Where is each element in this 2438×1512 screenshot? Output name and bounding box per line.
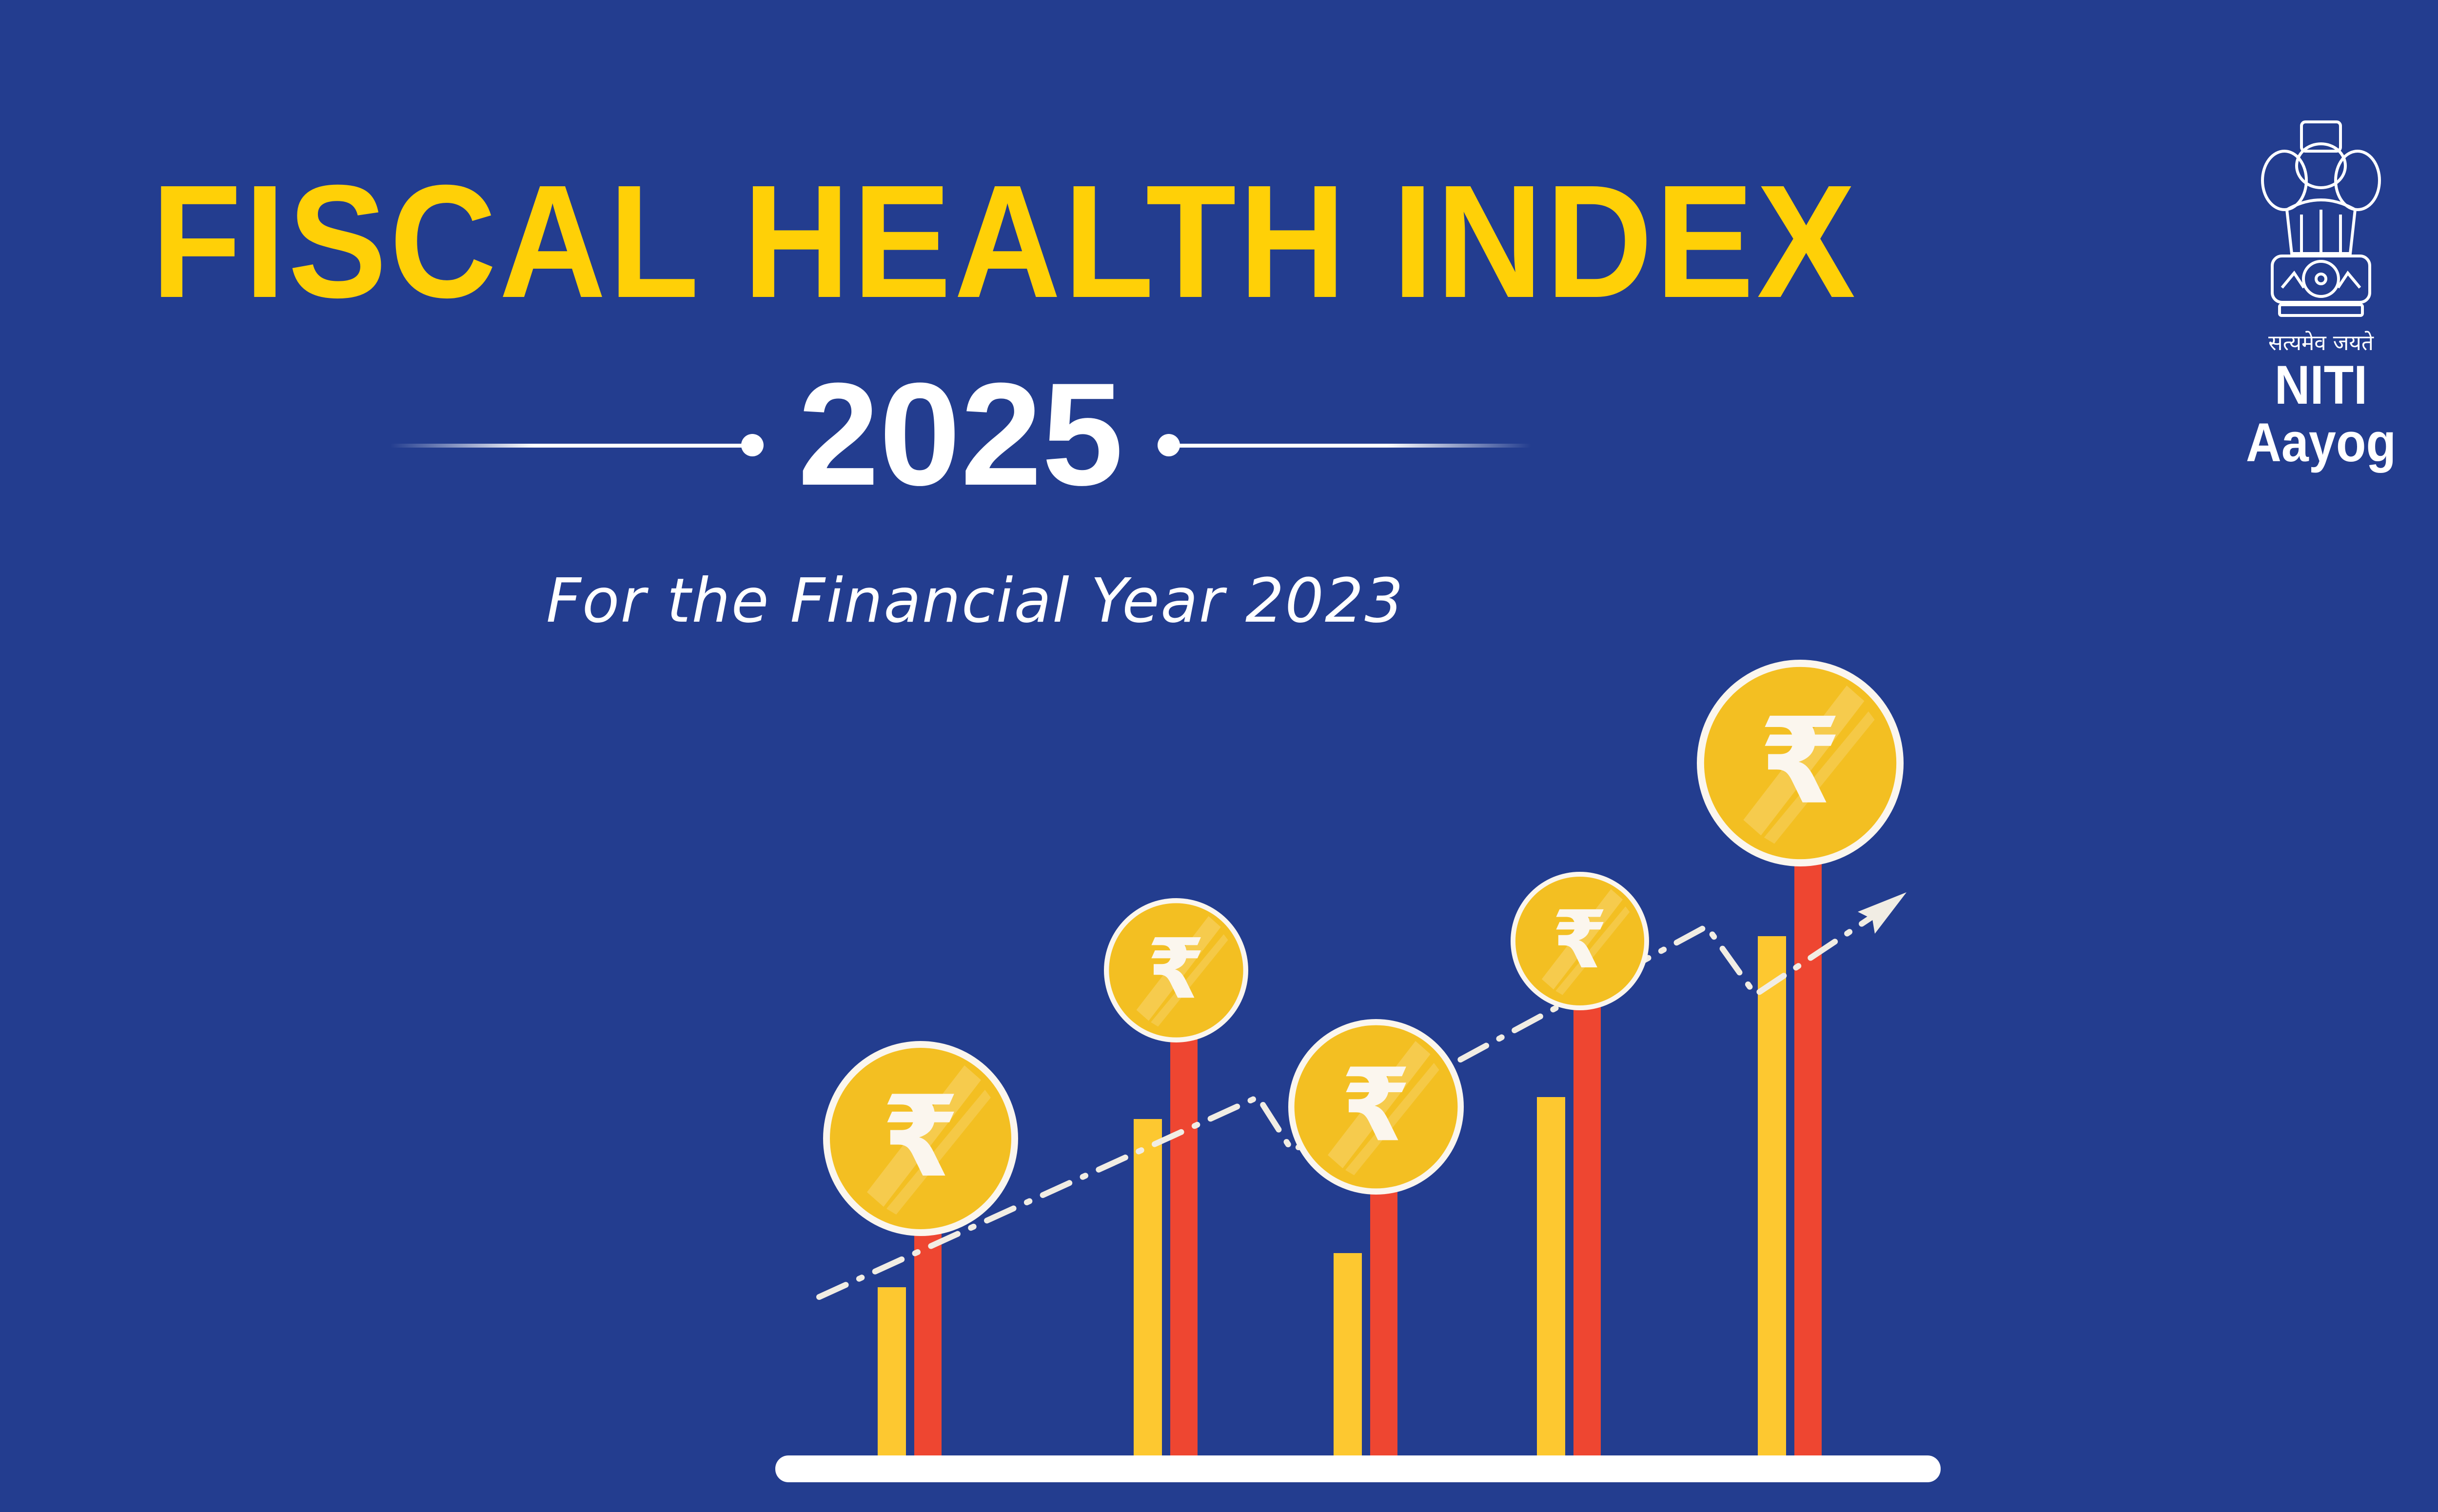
bar-group-4 (1537, 1004, 1601, 1455)
niti-aayog-logo: सत्यमेव जयते NITI Aayog (2184, 117, 2438, 471)
edition-year: 2025 (798, 352, 1123, 516)
rupee-coin-icon (823, 1041, 1018, 1236)
divider-line-right (1170, 444, 1531, 448)
trend-line (816, 904, 1890, 1300)
rupee-coin-icon (1288, 1019, 1464, 1195)
rupee-coin-icon (1697, 660, 1904, 866)
rupee-coin-icon (1511, 872, 1649, 1010)
divider-line-left (390, 444, 751, 448)
divider-dot-left (741, 434, 764, 456)
emblem-motto: सत्यमेव जयते (2268, 331, 2374, 355)
rupee-coin-icon (1104, 898, 1248, 1042)
page-title: FISCAL HEALTH INDEX (151, 151, 1858, 331)
bar-group-3 (1334, 1190, 1397, 1455)
year-banner: 2025 (390, 361, 1531, 522)
org-name: NITI Aayog (2245, 354, 2397, 473)
baseline-bar (775, 1455, 1941, 1482)
bar-group-5 (1758, 858, 1822, 1455)
trend-arrow-icon (1858, 892, 1907, 934)
subtitle: For the Financial Year 2023 (546, 566, 1404, 636)
bar-group-2 (1134, 1034, 1198, 1455)
national-emblem-icon (2261, 120, 2381, 317)
bar-group-1 (878, 1229, 942, 1455)
